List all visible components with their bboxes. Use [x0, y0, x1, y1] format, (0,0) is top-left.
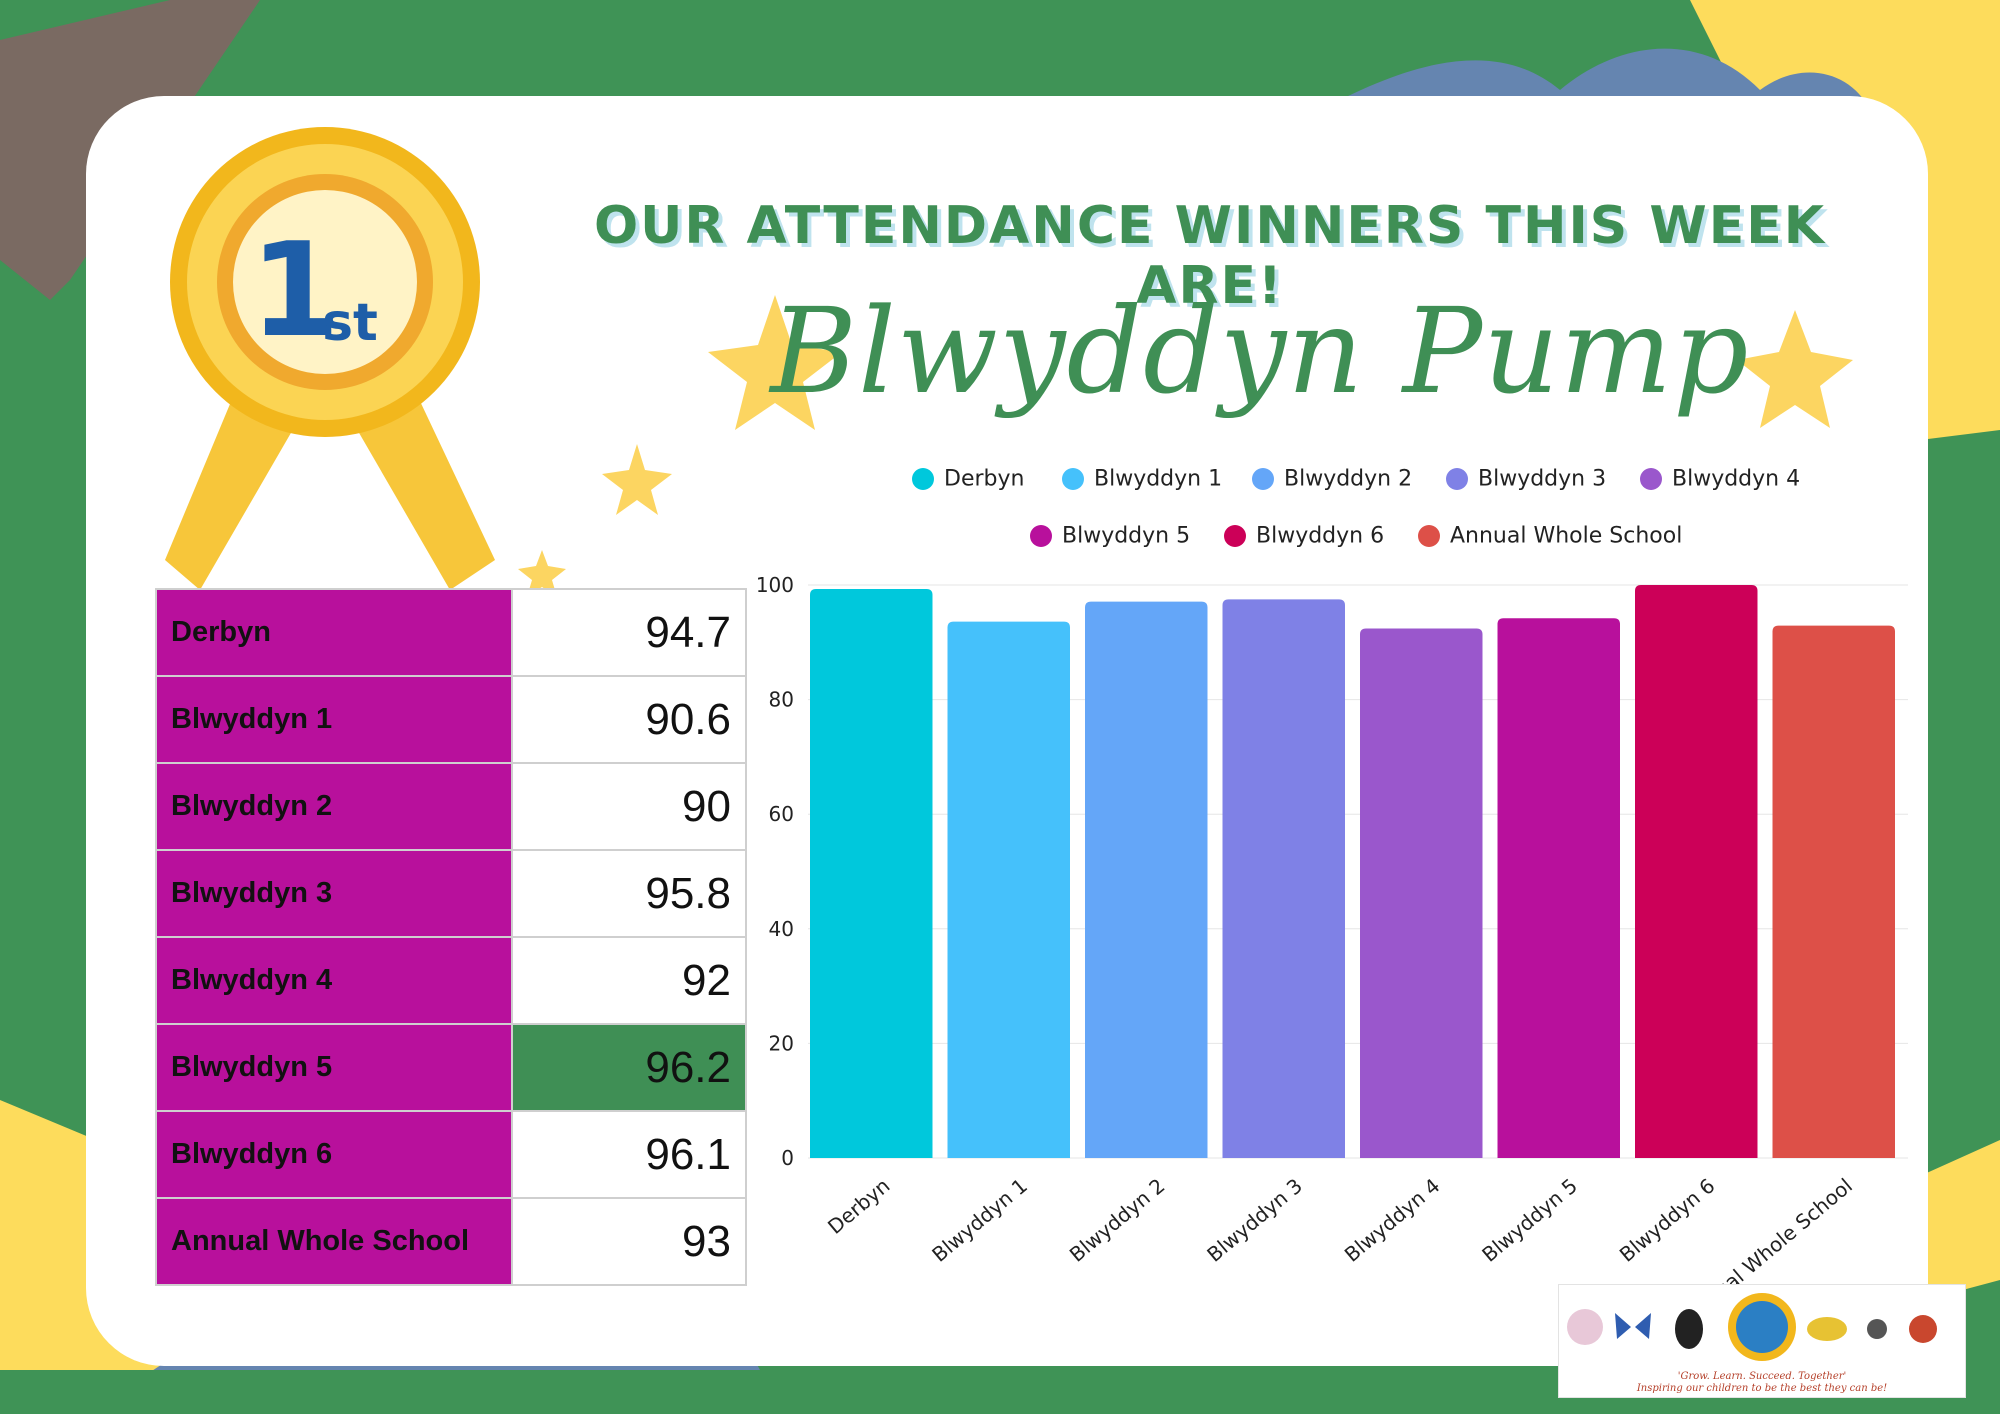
table-row: Blwyddyn 6 96.1 [155, 1110, 747, 1199]
row-value: 95.8 [511, 849, 747, 938]
legend-item: Blwyddyn 6 [1224, 523, 1384, 549]
bar [947, 621, 1070, 1158]
row-label: Blwyddyn 6 [155, 1110, 513, 1199]
x-tick-label: Blwyddyn 1 [927, 1173, 1032, 1266]
legend-dot [1446, 468, 1468, 490]
first-place-rosette-icon [165, 127, 495, 590]
fish-icon [1807, 1317, 1847, 1341]
table-row: Blwyddyn 4 92 [155, 936, 747, 1025]
legend-dot [1030, 525, 1052, 547]
bar [810, 589, 933, 1158]
legend-item: Blwyddyn 4 [1640, 466, 1800, 492]
table-row: Annual Whole School 93 [155, 1197, 747, 1286]
x-tick-label: Blwyddyn 4 [1340, 1173, 1445, 1266]
penguin-icon [1675, 1309, 1703, 1349]
row-label: Derbyn [155, 588, 513, 677]
star-icon [1737, 310, 1853, 428]
row-label: Blwyddyn 1 [155, 675, 513, 764]
mascot-icon [1567, 1309, 1603, 1345]
table-row: Blwyddyn 3 95.8 [155, 849, 747, 938]
legend-dot [1640, 468, 1662, 490]
bar [1085, 601, 1208, 1158]
x-tick-label: Blwyddyn 3 [1202, 1173, 1307, 1266]
badge-number: 1 [250, 214, 340, 366]
legend-item: Annual Whole School [1418, 523, 1682, 549]
table-row: Derbyn 94.7 [155, 588, 747, 677]
y-tick-label: 60 [769, 802, 794, 826]
legend-item: Derbyn [912, 466, 1024, 492]
x-tick-label: Blwyddyn 5 [1477, 1173, 1582, 1266]
spider-icon [1867, 1319, 1887, 1339]
ladybird-icon [1909, 1315, 1937, 1343]
legend-dot [1224, 525, 1246, 547]
y-tick-label: 40 [769, 917, 794, 941]
winner-name: Blwyddyn Pump [770, 282, 1750, 420]
row-value: 93 [511, 1197, 747, 1286]
y-tick-label: 100 [756, 573, 794, 597]
headline: OUR ATTENDANCE WINNERS THIS WEEK ARE! [593, 196, 1827, 316]
legend-dot [912, 468, 934, 490]
row-value-highlighted: 96.2 [511, 1023, 747, 1112]
slogan-line-2: Inspiring our children to be the best th… [1636, 1383, 1888, 1394]
logo-icons [1567, 1293, 1937, 1361]
row-value: 90.6 [511, 675, 747, 764]
bar [1635, 585, 1758, 1158]
bar [1497, 618, 1620, 1158]
table-row: Blwyddyn 1 90.6 [155, 675, 747, 764]
attendance-table: Derbyn 94.7 Blwyddyn 1 90.6 Blwyddyn 2 90 B… [155, 588, 747, 1286]
legend-item: Blwyddyn 5 [1030, 523, 1190, 549]
ribbon-left [165, 380, 310, 590]
y-tick-label: 0 [781, 1146, 794, 1170]
school-logo-strip: 'Grow. Learn. Succeed. Together' Inspiri… [1558, 1284, 1966, 1398]
row-value: 96.1 [511, 1110, 747, 1199]
star-icon [708, 295, 842, 430]
row-value: 94.7 [511, 588, 747, 677]
x-tick-label: Blwyddyn 2 [1065, 1173, 1170, 1266]
x-tick-label: Derbyn [823, 1173, 894, 1238]
bar [1360, 628, 1483, 1158]
ribbon-right [340, 380, 495, 590]
y-tick-label: 20 [769, 1031, 794, 1055]
row-label: Blwyddyn 2 [155, 762, 513, 851]
slogan-line-1: 'Grow. Learn. Succeed. Together' [1677, 1371, 1847, 1382]
school-crest-inner-icon [1736, 1301, 1788, 1353]
star-icon [518, 550, 566, 597]
y-tick-label: 80 [769, 688, 794, 712]
legend-dot [1418, 525, 1440, 547]
bar [1772, 625, 1895, 1158]
bar [1222, 599, 1345, 1158]
row-label: Blwyddyn 5 [155, 1023, 513, 1112]
badge-suffix: st [322, 293, 378, 353]
legend-item: Blwyddyn 2 [1252, 466, 1412, 492]
x-tick-label: Blwyddyn 6 [1615, 1173, 1720, 1266]
table-row: Blwyddyn 2 90 [155, 762, 747, 851]
row-label: Annual Whole School [155, 1197, 513, 1286]
table-row: Blwyddyn 5 96.2 [155, 1023, 747, 1112]
legend-dot [1252, 468, 1274, 490]
legend-item: Blwyddyn 3 [1446, 466, 1606, 492]
legend-dot [1062, 468, 1084, 490]
butterfly-icon [1615, 1313, 1651, 1339]
row-label: Blwyddyn 4 [155, 936, 513, 1025]
row-label: Blwyddyn 3 [155, 849, 513, 938]
row-value: 92 [511, 936, 747, 1025]
row-value: 90 [511, 762, 747, 851]
legend-item: Blwyddyn 1 [1062, 466, 1222, 492]
star-icon [602, 444, 672, 515]
